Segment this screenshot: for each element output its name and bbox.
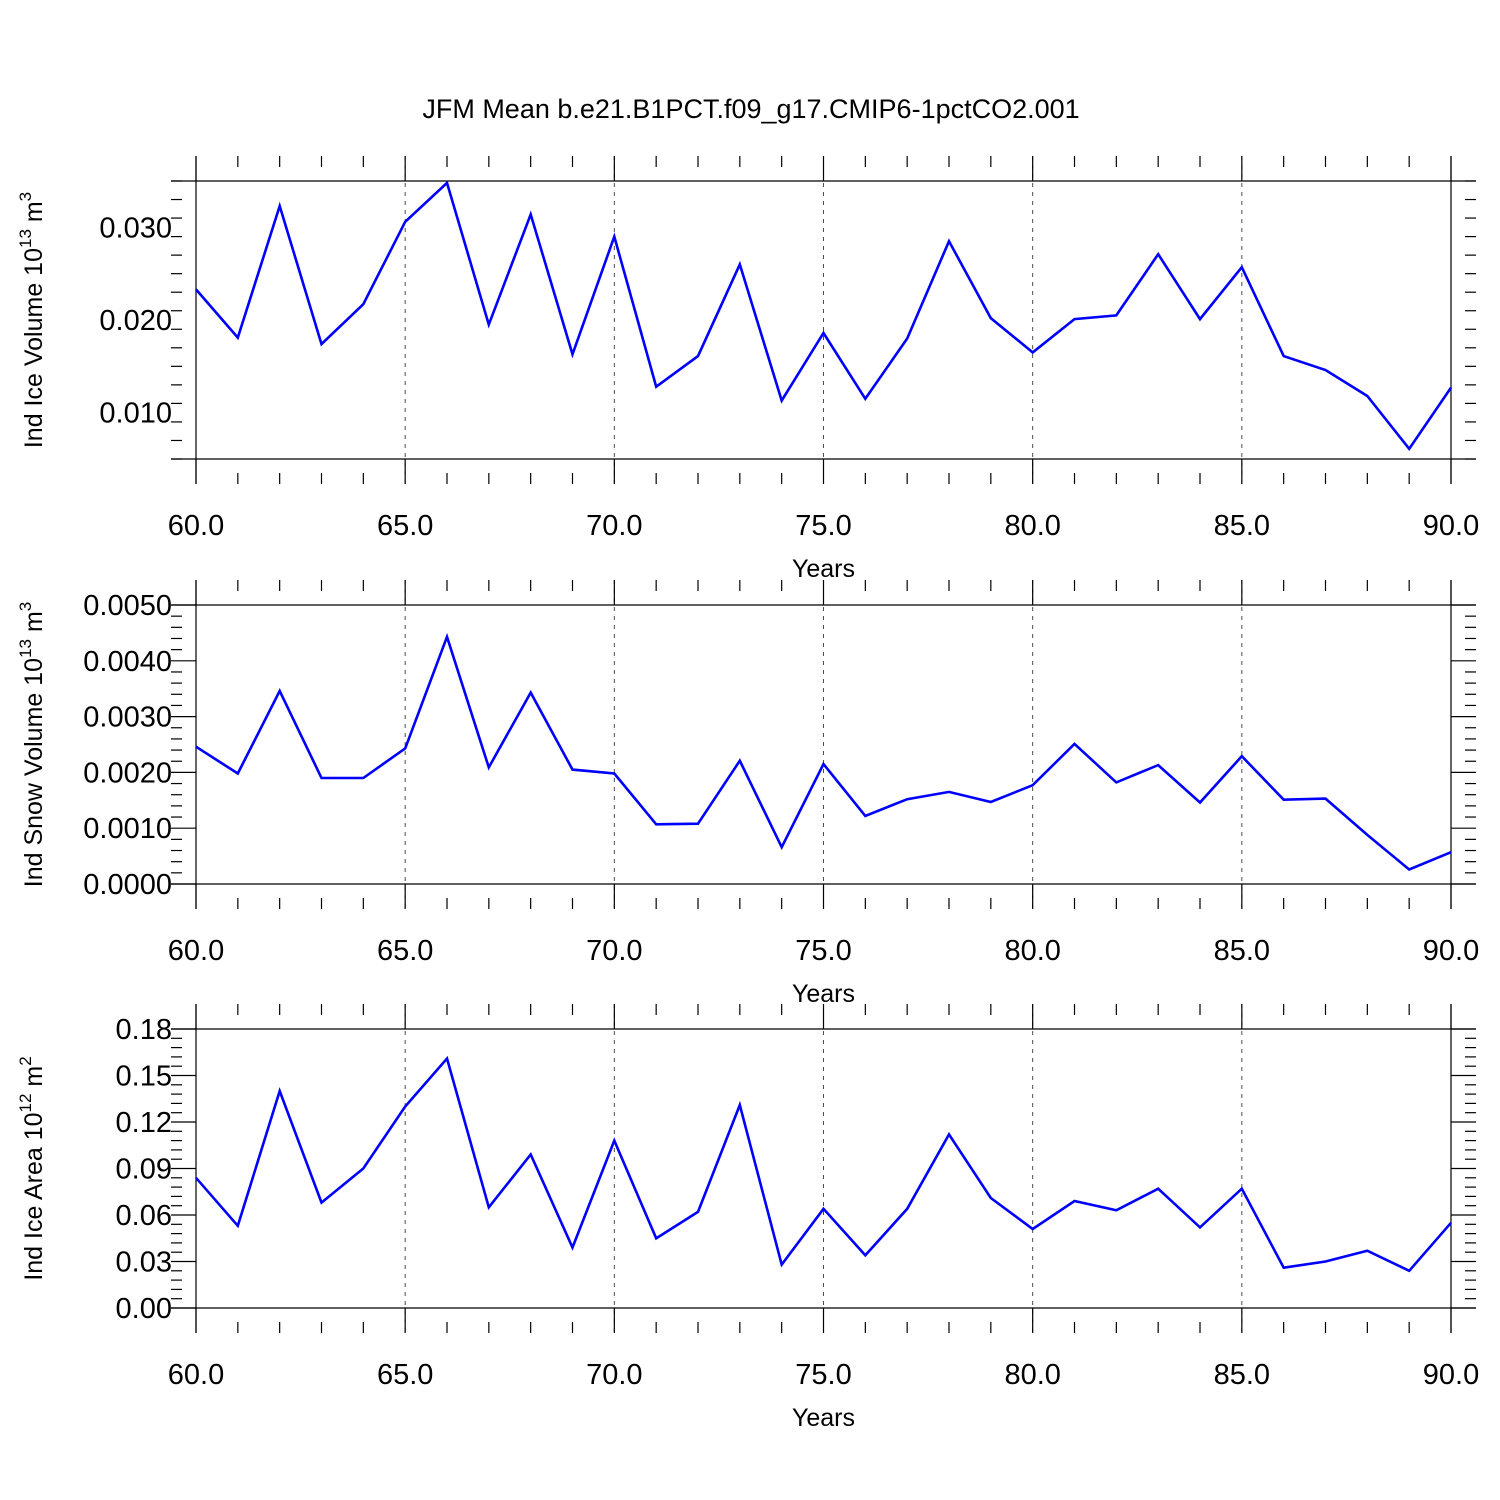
snow-volume-x-tick-label: 70.0 — [586, 935, 642, 967]
ice-volume-y-tick-label: 0.020 — [99, 305, 172, 337]
ice-area-y-tick-label: 0.06 — [116, 1200, 172, 1232]
snow-volume-x-tick-label: 90.0 — [1423, 935, 1479, 967]
ice-area-y-tick-label: 0.12 — [116, 1107, 172, 1139]
snow-volume-x-tick-label: 75.0 — [795, 935, 851, 967]
snow-volume-x-tick-label: 85.0 — [1214, 935, 1270, 967]
snow-volume-x-axis-title: Years — [792, 980, 855, 1008]
ice-area-series-line — [195, 1055, 1452, 1273]
ice-area-x-tick-label: 75.0 — [795, 1359, 851, 1391]
ice-volume-series-line — [195, 180, 1453, 451]
snow-volume-y-tick-label: 0.0040 — [83, 646, 172, 678]
ice-volume-y-axis-title: Ind Ice Volume 1013 m3 — [16, 192, 48, 448]
ice-volume-y-tick-label: 0.030 — [99, 212, 172, 244]
snow-volume-y-tick-label: 0.0010 — [83, 813, 172, 845]
ice-area-y-tick-label: 0.09 — [116, 1154, 172, 1186]
ice-area-x-tick-label: 85.0 — [1214, 1359, 1270, 1391]
ice-volume-x-tick-label: 65.0 — [377, 510, 433, 542]
ice-volume-x-tick-label: 70.0 — [586, 510, 642, 542]
ice-area-x-tick-label: 80.0 — [1004, 1359, 1060, 1391]
snow-volume-y-tick-label: 0.0030 — [83, 702, 172, 734]
figure-title: JFM Mean b.e21.B1PCT.f09_g17.CMIP6-1pctC… — [422, 94, 1079, 124]
ice-area-y-tick-label: 0.18 — [116, 1014, 172, 1046]
snow-volume-y-tick-label: 0.0020 — [83, 757, 172, 789]
ice-area-x-tick-label: 90.0 — [1423, 1359, 1479, 1391]
ice-area-y-axis-title: Ind Ice Area 1012 m2 — [16, 1056, 48, 1280]
snow-volume-y-tick-label: 0.0000 — [83, 869, 172, 901]
ice-area-x-tick-label: 65.0 — [377, 1359, 433, 1391]
ice-area-y-tick-label: 0.15 — [116, 1061, 172, 1093]
ice-area-x-tick-label: 60.0 — [168, 1359, 224, 1391]
ice-volume-panel: 0.010 0.020 0.030 60.0 65.0 70.0 75.0 80.0 85.0 9… — [16, 156, 1479, 583]
snow-volume-series-line — [195, 632, 1452, 872]
ice-area-y-tick-label: 0.03 — [116, 1247, 172, 1279]
snow-volume-y-axis-title: Ind Snow Volume 1013 m3 — [16, 602, 48, 888]
snow-volume-x-tick-label: 80.0 — [1004, 935, 1060, 967]
ice-area-y-tick-label: 0.00 — [116, 1293, 172, 1325]
ice-area-x-tick-label: 70.0 — [586, 1359, 642, 1391]
snow-volume-x-tick-label: 60.0 — [168, 935, 224, 967]
snow-volume-x-tick-label: 65.0 — [377, 935, 433, 967]
ice-area-panel: 0.00 0.03 0.06 0.09 0.12 0.15 0.18 60.0 65.0 70.0… — [16, 1004, 1479, 1432]
ice-volume-x-tick-label: 85.0 — [1214, 510, 1270, 542]
ice-volume-y-tick-label: 0.010 — [99, 398, 172, 430]
ice-area-x-axis-title: Years — [792, 1404, 855, 1432]
snow-volume-panel: 0.0000 0.0010 0.0020 0.0030 0.0040 0.0050 60.0… — [16, 580, 1479, 1008]
ice-volume-x-tick-label: 60.0 — [168, 510, 224, 542]
ice-volume-x-tick-label: 75.0 — [795, 510, 851, 542]
ice-volume-x-tick-label: 90.0 — [1423, 510, 1479, 542]
ice-volume-x-axis-title: Years — [792, 555, 855, 583]
snow-volume-y-tick-label: 0.0050 — [83, 590, 172, 622]
ice-volume-x-tick-label: 80.0 — [1004, 510, 1060, 542]
